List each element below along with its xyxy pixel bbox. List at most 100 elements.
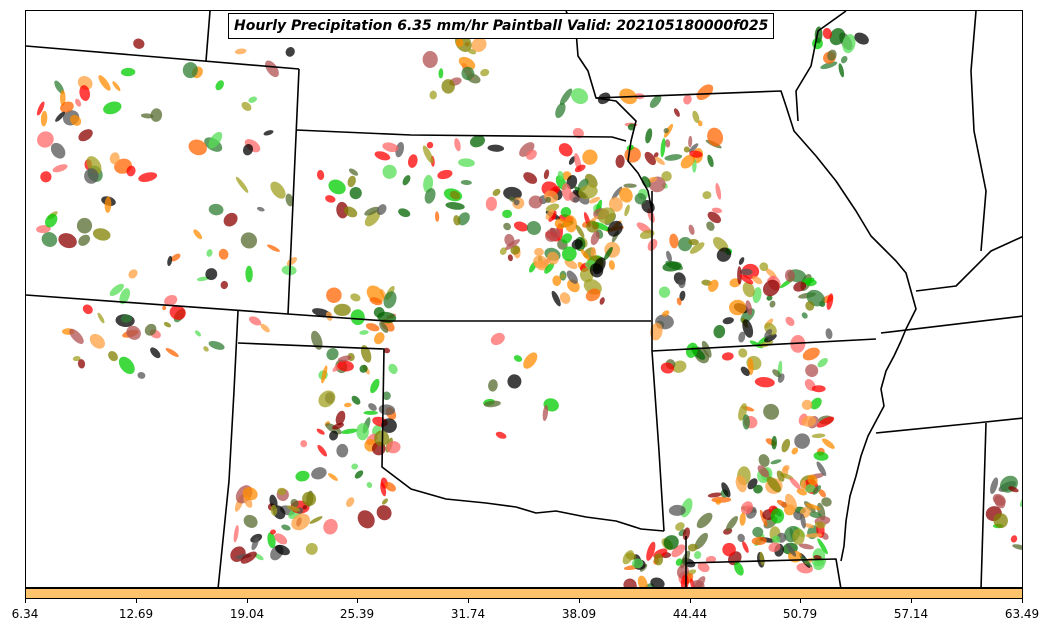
precip-blob: [137, 371, 146, 379]
precip-blob: [269, 494, 278, 510]
missouri-river: [565, 11, 653, 212]
precip-blob: [513, 355, 523, 362]
precip-blob: [495, 431, 507, 439]
precip-blob: [245, 265, 253, 283]
precip-blob: [1000, 475, 1018, 493]
precip-blob: [513, 199, 520, 206]
precip-blob: [722, 317, 734, 325]
precip-blob: [802, 347, 820, 361]
precip-blob: [692, 110, 700, 124]
precip-blob: [822, 27, 832, 40]
precip-blob: [275, 544, 290, 556]
precip-blob: [256, 206, 265, 212]
precip-blob: [329, 430, 339, 441]
precip-blob: [350, 309, 365, 326]
nebraska-north-border: [205, 11, 211, 62]
precip-blob: [507, 374, 522, 389]
precip-blob: [388, 363, 398, 375]
precip-blob: [382, 498, 388, 505]
precip-blob: [772, 369, 781, 378]
precip-blob: [820, 61, 838, 70]
precip-blob: [637, 575, 648, 587]
precip-blob: [507, 254, 513, 262]
precip-blob: [551, 214, 556, 221]
precip-blob: [559, 292, 571, 304]
precip-blob: [290, 498, 299, 508]
precip-blob: [737, 266, 742, 285]
precip-blob: [133, 38, 145, 49]
precip-blob: [764, 333, 777, 343]
precip-blob: [739, 274, 754, 285]
precip-blob: [838, 63, 845, 78]
precip-blob: [92, 228, 111, 241]
precip-blob: [485, 196, 498, 211]
precip-blob: [350, 293, 361, 302]
precip-blob: [672, 360, 687, 373]
precip-blob: [740, 268, 753, 276]
precip-blob: [346, 497, 355, 507]
precip-blob: [603, 246, 613, 261]
precip-blob: [716, 247, 732, 262]
precip-blob: [781, 438, 791, 453]
precip-blob: [715, 182, 722, 200]
precip-blob: [821, 497, 832, 507]
precip-blob: [619, 187, 633, 203]
precip-blob: [434, 211, 440, 222]
precip-blob: [364, 206, 380, 216]
precip-blob: [800, 513, 806, 529]
precip-blob: [545, 203, 560, 212]
precip-blob: [662, 261, 682, 272]
precip-blob: [563, 221, 571, 227]
precip-blob: [623, 183, 637, 188]
precip-blob: [82, 304, 93, 315]
precip-blob: [725, 516, 738, 531]
precip-blob: [994, 495, 1006, 509]
precip-blob: [653, 553, 664, 566]
precip-blob: [55, 111, 66, 122]
precip-blob: [376, 505, 392, 521]
precip-blob: [40, 110, 48, 127]
precip-blob: [742, 414, 750, 430]
precip-blob: [572, 196, 580, 203]
precip-blob: [671, 544, 686, 558]
precip-blob: [36, 225, 51, 234]
precip-blob: [138, 172, 158, 182]
precip-blob: [326, 348, 339, 361]
precip-blob: [165, 348, 179, 357]
precip-blob: [285, 47, 295, 57]
precip-blob: [759, 509, 768, 527]
precip-blob: [523, 172, 538, 184]
precip-blob: [208, 203, 224, 216]
precip-blob: [75, 98, 82, 107]
precip-blob: [784, 493, 798, 511]
precip-blob: [364, 210, 381, 227]
precip-blob: [701, 340, 712, 358]
precip-blob: [697, 120, 703, 127]
precip-blob: [791, 447, 799, 455]
precip-blob: [752, 287, 762, 304]
precip-blob: [445, 202, 465, 210]
precip-blob: [624, 204, 630, 217]
colorbar-tick: [690, 599, 691, 603]
precip-blob: [571, 239, 583, 250]
precip-blob: [318, 390, 336, 408]
precip-blob: [678, 279, 686, 289]
precip-blob: [545, 196, 552, 203]
precip-blob: [126, 325, 141, 340]
ohio-river: [915, 236, 1022, 292]
precip-blob: [721, 352, 734, 361]
precip-blob: [89, 333, 105, 349]
precip-blob: [528, 195, 543, 209]
precip-blob: [707, 279, 719, 292]
precip-blob: [705, 555, 717, 564]
precip-blob: [658, 286, 671, 298]
precip-blob: [653, 152, 659, 158]
precip-blob: [770, 459, 782, 465]
precip-blob: [336, 201, 349, 219]
precip-blob: [664, 139, 671, 148]
precip-blob: [395, 141, 405, 158]
precip-blob: [696, 512, 713, 529]
precip-blob: [356, 423, 369, 441]
precip-blob: [104, 196, 112, 213]
precip-blob: [357, 510, 375, 529]
